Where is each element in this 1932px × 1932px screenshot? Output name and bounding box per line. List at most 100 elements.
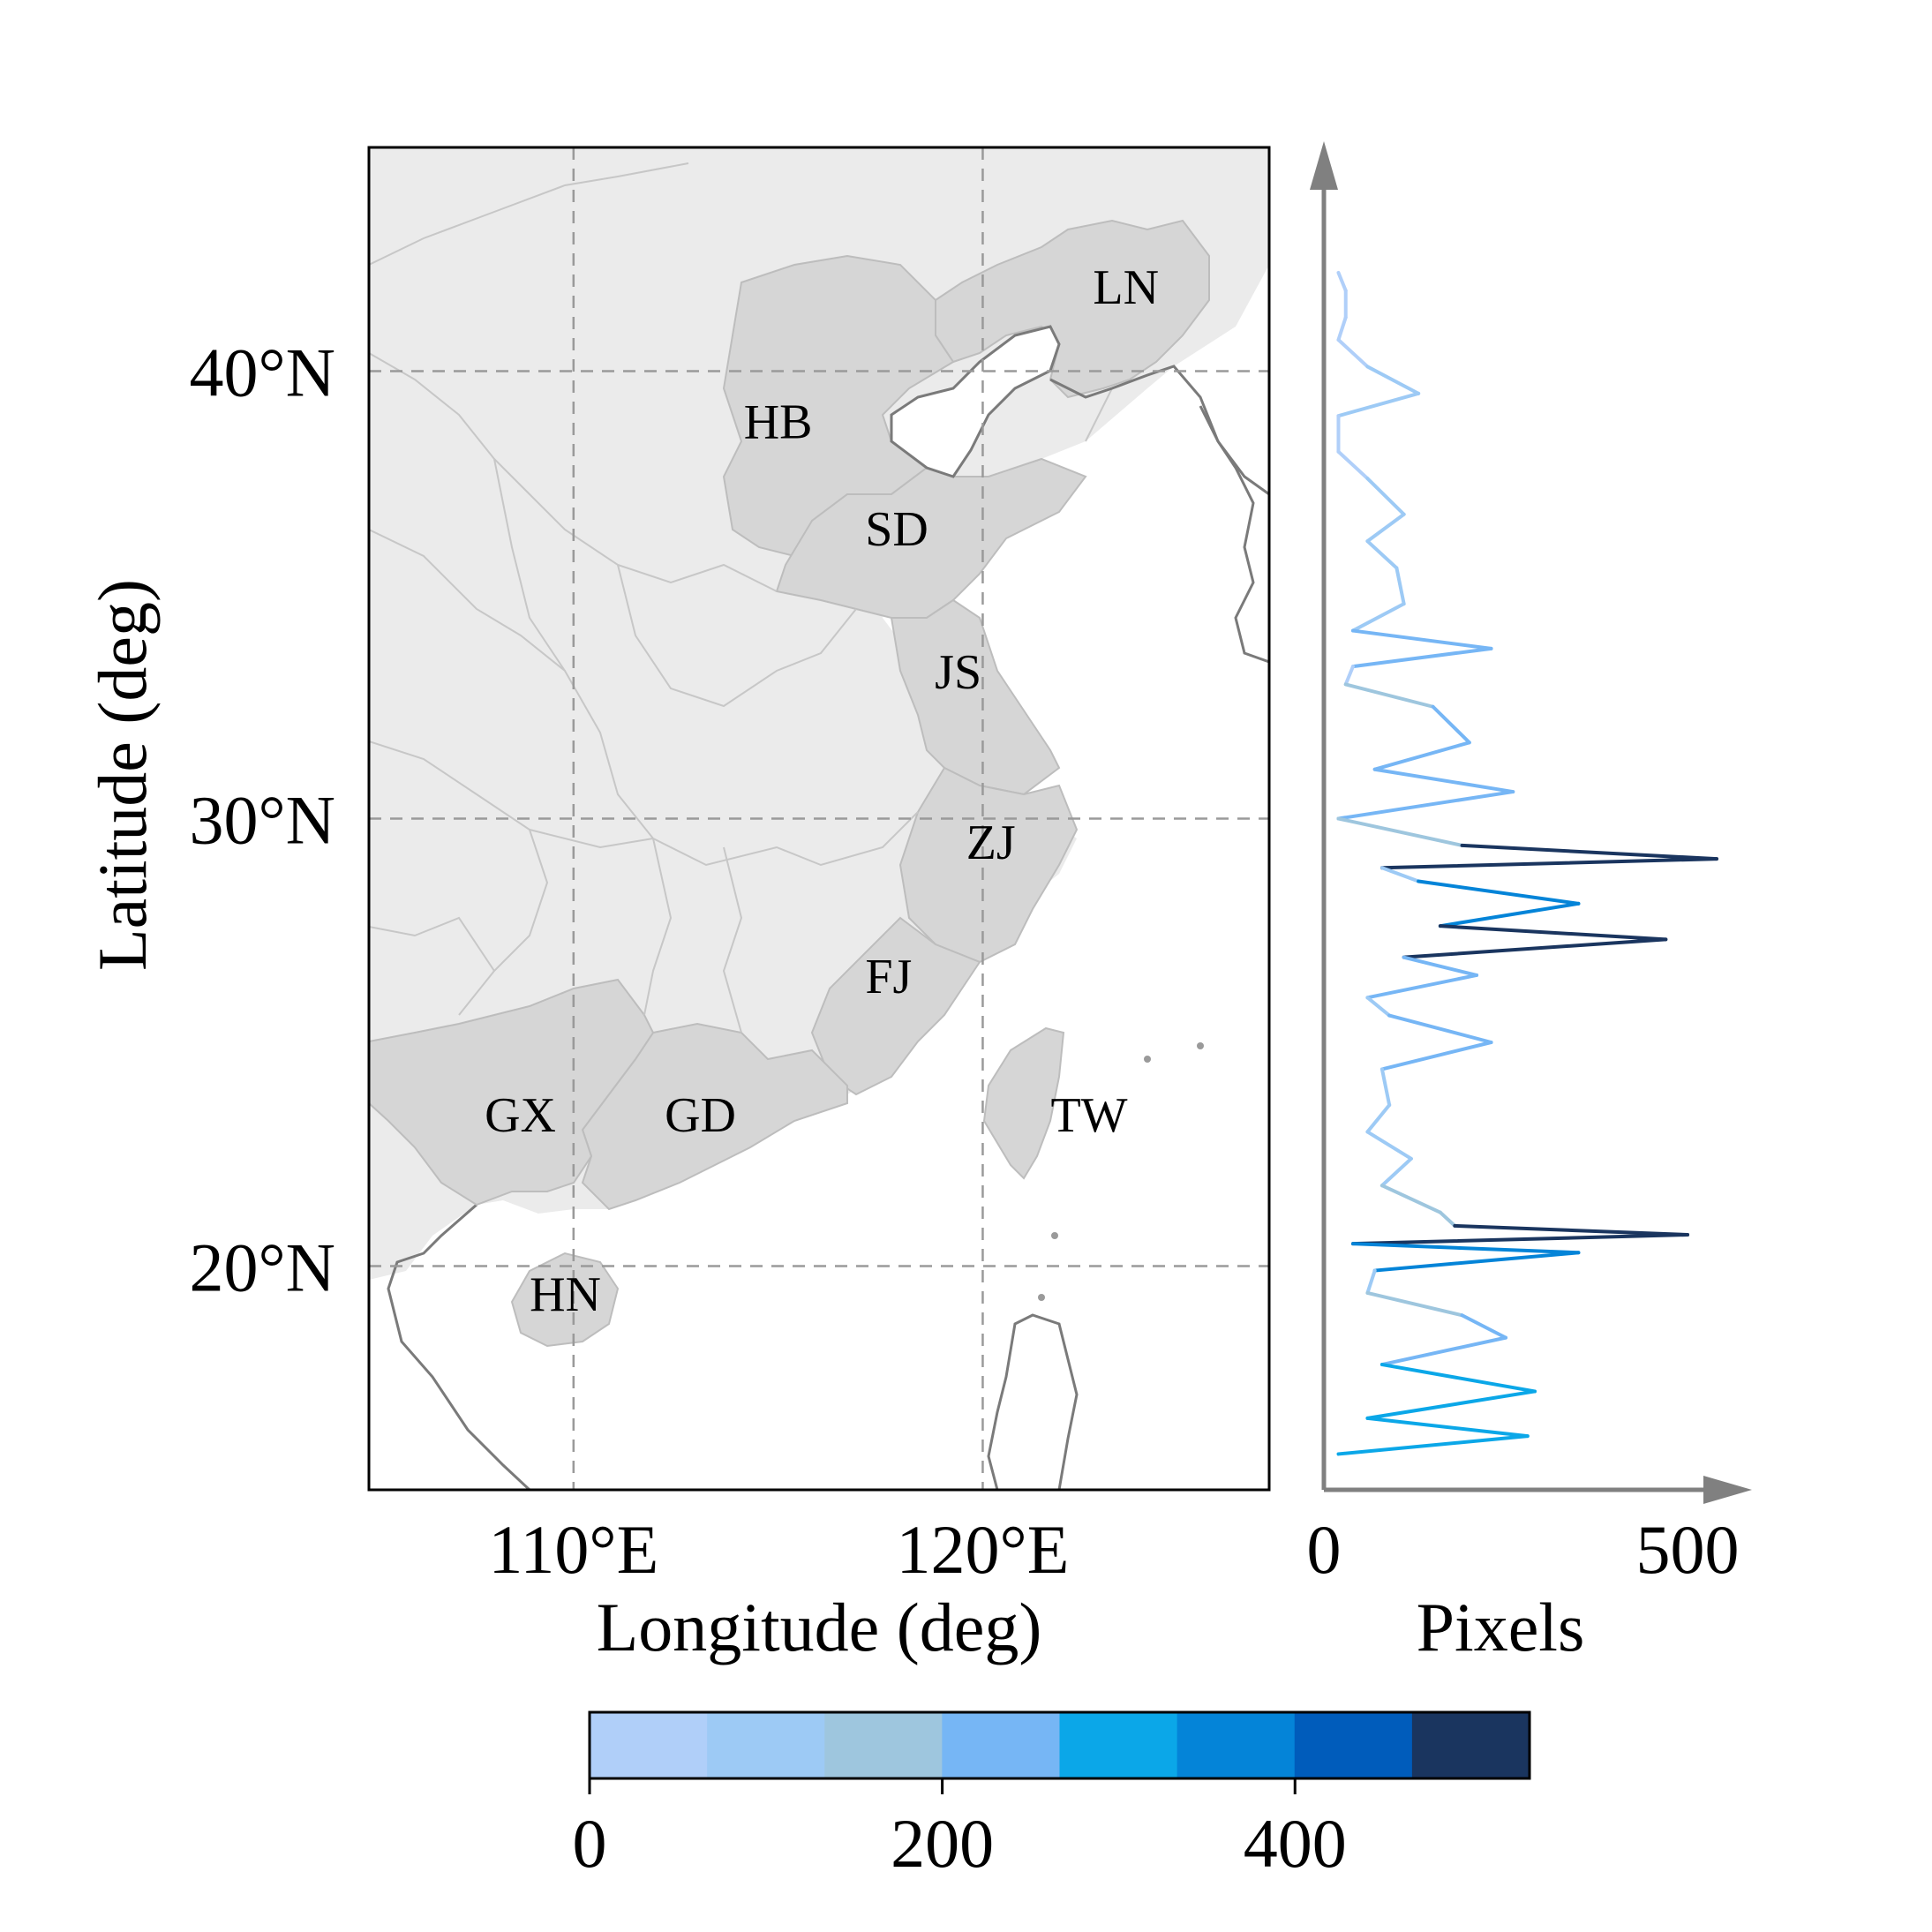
profile-segment	[1379, 1335, 1508, 1367]
colorbar-cell	[1294, 1712, 1413, 1778]
highlighted-provinces	[369, 219, 1210, 1348]
profile-segment	[1460, 1313, 1508, 1340]
profile-segment	[1365, 996, 1392, 1018]
profile-tick-label: 500	[1636, 1511, 1740, 1588]
colorbar-cell	[1176, 1712, 1296, 1778]
province-label-hn: HN	[530, 1267, 601, 1322]
profile-segment	[1365, 1130, 1413, 1161]
profile-segment	[1350, 628, 1493, 650]
profile-segment	[1438, 1210, 1457, 1228]
profile-segment	[1336, 1434, 1530, 1456]
colorbar-tick-label: 200	[891, 1805, 994, 1882]
philippines-coast	[987, 1313, 1079, 1490]
profile-segment	[1394, 566, 1406, 606]
colorbar-cell	[590, 1712, 708, 1778]
latitude-tick-labels: 40°N 30°N 20°N	[189, 335, 335, 1306]
profile-segment	[1365, 539, 1399, 570]
profile-segment	[1343, 682, 1435, 709]
lat-tick-label: 40°N	[189, 335, 335, 411]
profile-segment	[1379, 1067, 1392, 1107]
province-fj-shape	[810, 916, 981, 1096]
mainland-coast	[1049, 365, 1269, 496]
colorbar-ticks: 0 200 400	[573, 1778, 1347, 1882]
profile-segment	[1431, 704, 1471, 745]
profile-series	[1336, 270, 1718, 1456]
province-label-sd: SD	[865, 502, 928, 557]
colorbar-cell	[707, 1712, 825, 1778]
profile-segment	[1379, 857, 1718, 870]
profile-segment	[1379, 1184, 1442, 1214]
indochina-coast	[387, 1203, 531, 1490]
colorbar: 0 200 400	[573, 1710, 1531, 1882]
colorbar-cell	[942, 1712, 1060, 1778]
profile-segment	[1365, 512, 1406, 544]
province-label-hb: HB	[744, 395, 813, 449]
profile-panel: 0 500 Pixels	[1307, 141, 1752, 1665]
colorbar-frame	[588, 1710, 1531, 1780]
profile-segment	[1365, 1268, 1377, 1295]
profile-segment	[1365, 365, 1421, 395]
profile-segment	[1402, 937, 1668, 959]
profile-segment	[1372, 740, 1471, 771]
profile-segment	[1379, 866, 1421, 883]
colorbar-cell	[1411, 1712, 1530, 1778]
profile-segment	[1336, 449, 1370, 481]
profile-segment	[1438, 924, 1668, 942]
profile-tick-label: 0	[1307, 1511, 1342, 1588]
province-js-shape	[890, 598, 1061, 796]
profile-x-arrow	[1703, 1476, 1752, 1504]
profile-segment	[1379, 1363, 1537, 1394]
profile-segment	[1336, 790, 1515, 821]
colorbar-cells	[590, 1712, 1530, 1778]
profile-segment	[1365, 1290, 1464, 1318]
profile-segment	[1365, 1416, 1530, 1439]
longitude-tick-labels: 110°E 120°E	[488, 1511, 1069, 1588]
profile-segment	[1417, 879, 1581, 906]
map-gridlines	[369, 147, 1269, 1490]
profile-segment	[1460, 843, 1718, 861]
colorbar-cell	[824, 1712, 943, 1778]
province-gx-shape	[369, 978, 655, 1207]
colorbar-tick-label: 0	[573, 1805, 607, 1882]
profile-segment	[1350, 1233, 1690, 1246]
colorbar-cell	[1059, 1712, 1178, 1778]
profile-segment	[1336, 816, 1464, 847]
province-hn-shape	[510, 1252, 620, 1348]
profile-tick-labels: 0 500	[1307, 1511, 1740, 1588]
profile-segment	[1343, 665, 1355, 687]
profile-segment	[1372, 767, 1515, 794]
profile-segment	[1336, 315, 1348, 342]
lat-tick-label: 30°N	[189, 782, 335, 859]
profile-segment	[1365, 1102, 1392, 1134]
province-label-js: JS	[935, 645, 981, 700]
profile-segment	[1379, 1041, 1493, 1071]
profile-segment	[1387, 1013, 1493, 1044]
province-label-zj: ZJ	[966, 816, 1016, 870]
lat-tick-label: 20°N	[189, 1229, 335, 1306]
profile-segment	[1350, 1242, 1581, 1255]
map-xlabel: Longitude (deg)	[597, 1589, 1042, 1665]
profile-segment	[1372, 1251, 1581, 1273]
profile-y-arrow	[1310, 141, 1338, 190]
map-frame	[367, 146, 1271, 1492]
profile-segment	[1336, 270, 1348, 293]
profile-segment	[1365, 477, 1406, 516]
province-label-tw: TW	[1050, 1088, 1127, 1143]
profile-segment	[1379, 1156, 1413, 1188]
province-zj-shape	[898, 766, 1079, 964]
province-ln-shape	[935, 219, 1210, 399]
profile-segment	[1336, 391, 1421, 418]
korea-coast	[1199, 405, 1269, 664]
province-label-ln: LN	[1093, 260, 1159, 315]
profile-segment	[1438, 901, 1581, 928]
lon-tick-label: 120°E	[897, 1511, 1070, 1588]
lon-tick-label: 110°E	[488, 1511, 658, 1588]
colorbar-tick-label: 400	[1244, 1805, 1347, 1882]
profile-segment	[1402, 955, 1479, 977]
province-labels: LN HB SD JS ZJ FJ GX GD TW HN	[485, 260, 1159, 1322]
province-label-gd: GD	[665, 1088, 736, 1143]
profile-segment	[1365, 973, 1479, 1000]
profile-segment	[1350, 646, 1493, 669]
